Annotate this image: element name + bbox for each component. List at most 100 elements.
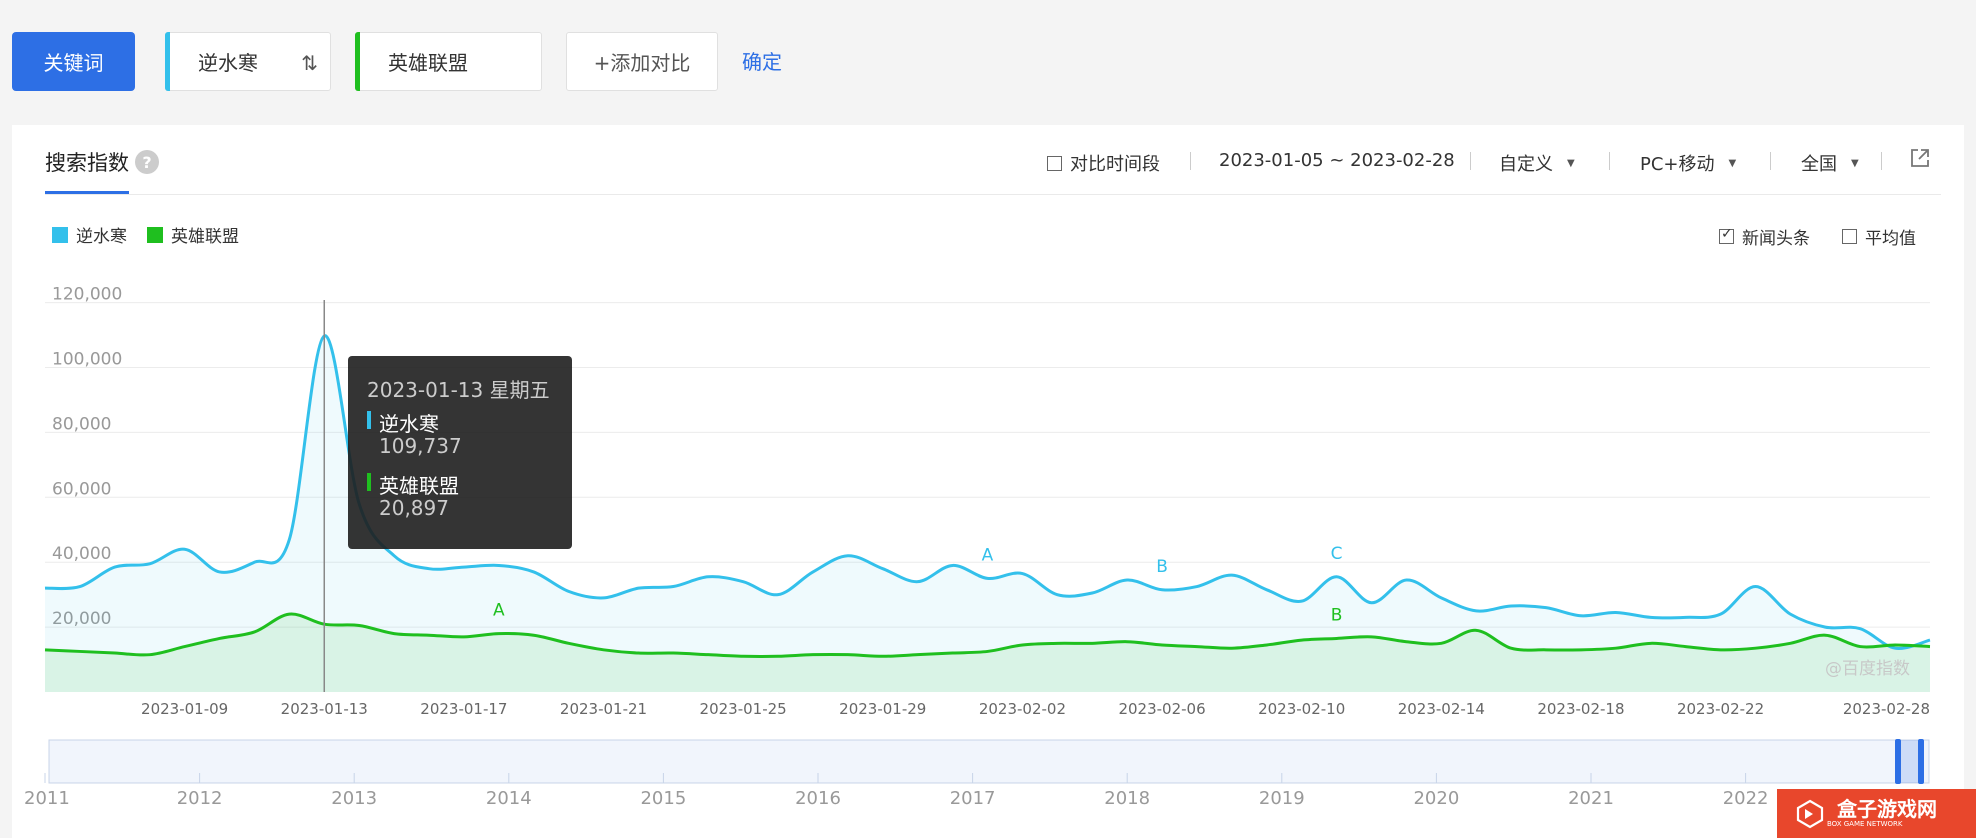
overview-year-label: 2019 (1259, 788, 1305, 809)
overview-year-label: 2011 (24, 788, 70, 809)
x-tick-label: 2023-01-29 (839, 700, 926, 718)
swap-icon[interactable]: ⇅ (301, 51, 318, 75)
external-link-icon[interactable] (1909, 147, 1931, 169)
region-select[interactable]: 全国 ▼ (1801, 150, 1859, 176)
separator (1609, 152, 1610, 170)
device-select-value: PC+移动 (1640, 154, 1715, 175)
x-tick-label: 2023-02-22 (1677, 700, 1764, 718)
series-2-line (44, 612, 1931, 659)
legend-label-2: 英雄联盟 (171, 227, 239, 247)
separator (1881, 152, 1882, 170)
tooltip-series-2-marker (367, 473, 371, 491)
tooltip-series-2-value: 20,897 (379, 496, 449, 520)
period-select[interactable]: 自定义 ▼ (1499, 150, 1575, 176)
x-tick-label: 2023-02-02 (979, 700, 1066, 718)
range-handle-right[interactable] (1918, 739, 1924, 784)
term-2-field[interactable]: 英雄联盟 (355, 32, 542, 91)
legend-label-1: 逆水寒 (76, 227, 127, 247)
search-toolbar: 关键词 逆水寒 ⇅ 英雄联盟 +添加对比 确定 (0, 0, 1976, 125)
y-tick-label: 40,000 (52, 544, 111, 564)
y-tick-label: 80,000 (52, 414, 111, 434)
compare-period-label: 对比时间段 (1070, 154, 1160, 175)
brand-name: 盒子游戏网 (1837, 796, 1937, 821)
region-select-value: 全国 (1801, 154, 1837, 175)
x-tick-label: 2023-02-06 (1118, 700, 1205, 718)
overview-year-label: 2013 (331, 788, 377, 809)
chart-tooltip: 2023-01-13 星期五 逆水寒 109,737 英雄联盟 20,897 (348, 356, 572, 549)
average-label: 平均值 (1865, 229, 1916, 249)
keyword-button[interactable]: 关键词 (12, 32, 135, 91)
overview-year-label: 2018 (1104, 788, 1150, 809)
term-2-text: 英雄联盟 (388, 51, 468, 75)
range-handle-left[interactable] (1895, 739, 1901, 784)
tooltip-series-1-name: 逆水寒 (379, 412, 439, 436)
overview-year-label: 2021 (1568, 788, 1614, 809)
separator (1770, 152, 1771, 170)
news-annotation-marker: A (982, 545, 994, 565)
x-tick-label: 2023-02-18 (1537, 700, 1624, 718)
range-selection (1897, 740, 1922, 783)
news-annotation-marker: C (1331, 544, 1343, 564)
caret-down-icon: ▼ (1851, 157, 1859, 169)
overview-year-label: 2014 (486, 788, 532, 809)
date-range-text: 2023-01-05 ~ 2023-02-28 (1219, 150, 1455, 171)
tooltip-date: 2023-01-13 星期五 (367, 378, 550, 402)
y-tick-label: 100,000 (52, 350, 122, 370)
search-index-chart[interactable]: 20,000 40,000 60,000 80,000 100,000 120,000 A… (0, 125, 1976, 838)
search-index-card: 搜索指数 ? 对比时间段 2023-01-05 ~ 2023-02-28 自定义… (12, 125, 1964, 838)
x-tick-label: 2023-01-21 (560, 700, 647, 718)
overview-year-label: 2017 (950, 788, 996, 809)
add-compare-button[interactable]: +添加对比 (566, 32, 718, 91)
box-logo-icon (1796, 799, 1824, 828)
overview-year-label: 2016 (795, 788, 841, 809)
news-annotation-marker: A (493, 601, 505, 621)
x-tick-label: 2023-01-09 (141, 700, 228, 718)
x-tick-label: 2023-01-25 (700, 700, 787, 718)
separator (1190, 152, 1191, 170)
y-tick-label: 60,000 (52, 479, 111, 499)
watermark: @百度指数 (1825, 659, 1910, 679)
tab-search-index[interactable]: 搜索指数 (45, 151, 129, 175)
x-tick-label: 2023-01-13 (281, 700, 368, 718)
term-2-color-bar (355, 32, 360, 91)
term-1-text: 逆水寒 (198, 51, 258, 75)
average-toggle[interactable]: 平均值 (1842, 224, 1916, 249)
compare-period-toggle[interactable]: 对比时间段 (1047, 150, 1160, 176)
caret-down-icon: ▼ (1728, 157, 1737, 169)
help-icon[interactable]: ? (135, 150, 159, 174)
news-label: 新闻头条 (1742, 229, 1810, 249)
confirm-link[interactable]: 确定 (742, 50, 782, 74)
news-toggle[interactable]: 新闻头条 (1719, 224, 1810, 249)
overview-year-label: 2020 (1413, 788, 1459, 809)
series-1-line (44, 334, 1931, 650)
x-tick-label: 2023-02-14 (1398, 700, 1485, 718)
x-tick-label: 2023-02-28 (1843, 700, 1930, 718)
tooltip-series-1-value: 109,737 (379, 434, 462, 458)
x-tick-label: 2023-02-10 (1258, 700, 1345, 718)
news-checkbox[interactable] (1719, 226, 1734, 244)
legend-swatch-1 (52, 226, 68, 243)
term-1-color-bar (165, 32, 170, 91)
legend-item-2[interactable]: 英雄联盟 (147, 222, 239, 247)
overview-year-label: 2015 (640, 788, 686, 809)
news-annotation-marker: B (1331, 605, 1343, 625)
device-select[interactable]: PC+移动 ▼ (1640, 150, 1736, 176)
term-1-field[interactable]: 逆水寒 ⇅ (165, 32, 331, 91)
series-1-area (45, 335, 1930, 692)
brand-subtitle: BOX GAME NETWORK (1827, 819, 1903, 828)
legend-item-1[interactable]: 逆水寒 (52, 222, 127, 247)
overview-year-label: 2022 (1723, 788, 1769, 809)
news-annotation-marker: B (1156, 557, 1168, 577)
average-checkbox[interactable] (1842, 229, 1857, 244)
compare-period-checkbox[interactable] (1047, 155, 1062, 171)
separator (1470, 152, 1471, 170)
brand-logo[interactable]: 盒子游戏网 BOX GAME NETWORK (1777, 789, 1976, 838)
date-range-picker[interactable]: 2023-01-05 ~ 2023-02-28 (1219, 150, 1455, 171)
x-tick-label: 2023-01-17 (420, 700, 507, 718)
tab-underline (45, 191, 129, 194)
legend-swatch-2 (147, 226, 163, 243)
overview-year-label: 2012 (177, 788, 223, 809)
caret-down-icon: ▼ (1567, 157, 1575, 169)
series-2-area (45, 613, 1930, 692)
period-select-value: 自定义 (1499, 154, 1553, 175)
